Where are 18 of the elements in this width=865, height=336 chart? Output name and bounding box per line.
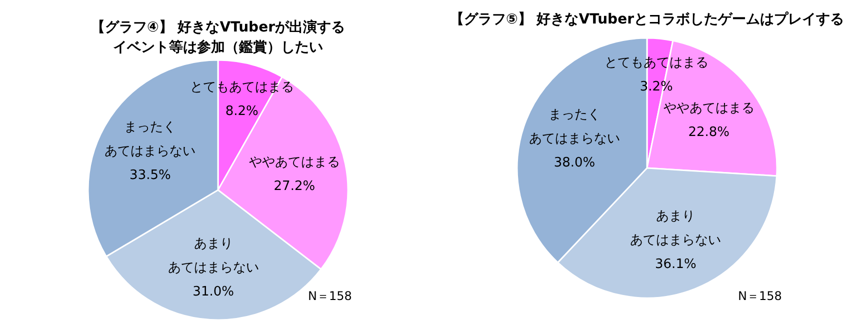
data-label: 33.5% xyxy=(130,168,171,183)
text: N＝158 xyxy=(738,289,782,303)
data-label: 38.0% xyxy=(554,156,596,171)
data-label: 36.1% xyxy=(655,257,696,272)
slice-label: ややあてはまる xyxy=(248,155,340,170)
data-label: 27.2% xyxy=(274,179,316,194)
chart-title: 【グラフ④】 好きなVTuberが出演するイベント等は参加（鑑賞）したい xyxy=(91,18,345,56)
data-label: 31.0% xyxy=(192,284,234,300)
data-label: 22.8% xyxy=(688,125,730,140)
data-label: 3.2% xyxy=(640,79,673,94)
data-label: 8.2% xyxy=(225,104,258,120)
slice-label: まったくあてはまらない xyxy=(529,108,620,147)
text: N＝158 xyxy=(308,289,352,303)
slice-label: あまりあてはまらない xyxy=(630,209,722,248)
slice-label: まったくあてはまらない xyxy=(104,120,196,159)
slice-label: ややあてはまる xyxy=(663,101,754,116)
slice-label: あまりあてはまらない xyxy=(168,236,259,276)
chart-title: 【グラフ⑤】 好きなVTuberとコラボしたゲームはプレイする xyxy=(450,10,844,28)
